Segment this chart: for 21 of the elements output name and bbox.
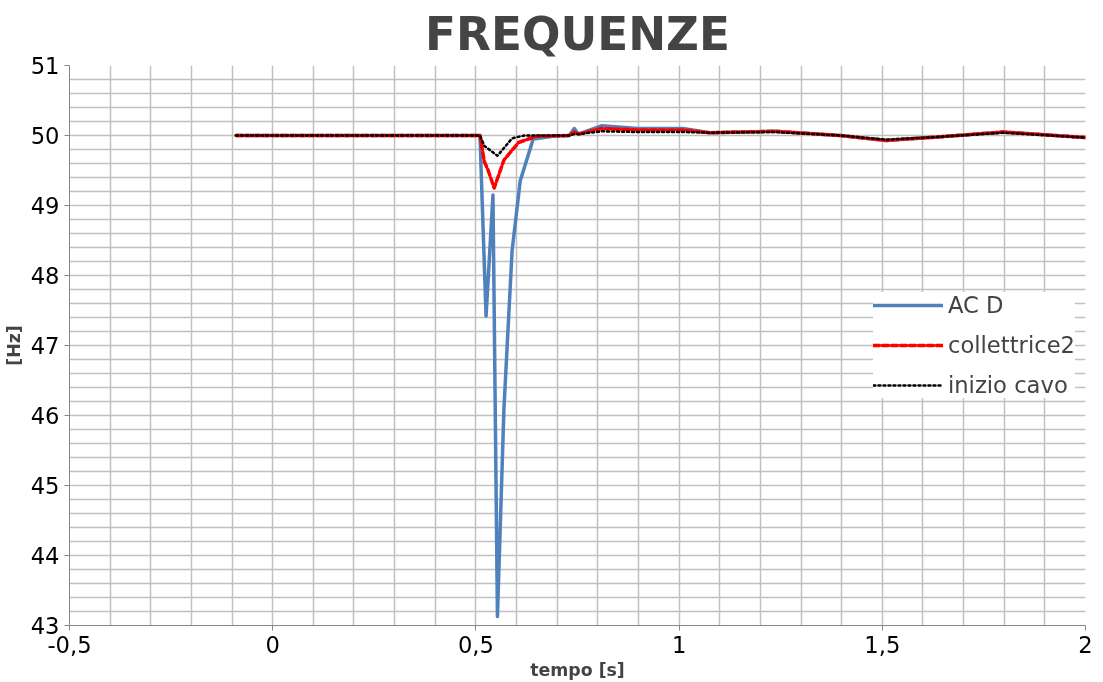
x-tick-label: 0,5 xyxy=(457,631,494,658)
y-tick-label: 47 xyxy=(30,333,60,359)
y-tick-label: 50 xyxy=(30,123,60,149)
x-tick-label: 1 xyxy=(671,631,687,658)
x-tick-label: 0 xyxy=(265,631,280,658)
x-tick-label: 2 xyxy=(1078,631,1093,658)
y-tick-label: 46 xyxy=(30,403,60,429)
y-axis-title: [Hz] xyxy=(3,325,24,366)
y-tick-label: 51 xyxy=(30,53,60,79)
legend-label: AC D xyxy=(947,292,1004,318)
x-tick-label: 1,5 xyxy=(864,631,901,658)
y-tick-label: 48 xyxy=(30,263,60,289)
y-tick-label: 49 xyxy=(30,193,60,219)
x-axis-title: tempo [s] xyxy=(530,659,625,680)
line-series xyxy=(234,126,1086,190)
y-tick-label: 45 xyxy=(30,473,60,499)
chart-title: FREQUENZE xyxy=(425,7,730,61)
y-tick-label: 44 xyxy=(30,543,60,569)
line-series xyxy=(234,130,1086,158)
legend-label: inizio cavo xyxy=(947,372,1068,398)
legend-label: collettrice2 xyxy=(947,332,1075,358)
